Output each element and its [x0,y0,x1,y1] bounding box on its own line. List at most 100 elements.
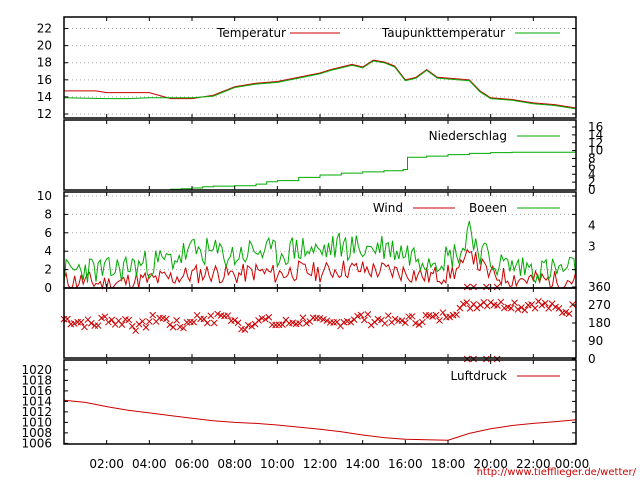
marker-stroke [302,319,310,327]
marker-stroke [234,319,242,327]
y-tick-label: 10 [37,189,52,203]
marker-stroke [528,301,535,308]
wind-direction-marker [381,320,389,327]
wind-direction-marker [497,298,505,306]
wind-direction-marker [190,318,198,326]
marker-stroke [115,317,122,325]
marker-stroke [299,314,307,322]
marker-stroke [166,321,174,329]
marker-stroke [466,305,474,312]
marker-stroke [412,319,419,327]
y-tick-label: 8 [44,207,52,221]
marker-stroke [548,300,556,308]
wind-direction-marker [391,315,399,323]
wind-direction-marker [552,303,559,311]
wind-direction-marker [364,311,372,318]
y-tick-label: 12 [37,107,52,121]
y-tick-label-right: 4 [588,167,596,181]
y-tick-label: 1020 [21,363,52,377]
wind-direction-marker [565,310,573,318]
marker-stroke [565,310,573,318]
wind-direction-marker [163,315,170,323]
marker-stroke [309,314,317,322]
y-tick-label: 1006 [21,436,52,450]
wind-direction-marker [453,311,460,318]
marker-stroke [415,321,423,328]
wind-direction-marker [302,319,310,327]
marker-stroke [268,321,276,329]
wind-direction-marker [241,326,249,333]
marker-stroke [255,317,262,324]
y-tick-label-right: 12 [588,136,603,150]
wind-direction-marker [436,317,443,324]
marker-stroke [425,312,433,319]
marker-stroke [487,299,495,306]
marker-stroke [190,318,198,326]
marker-stroke [105,318,112,326]
marker-stroke [391,315,399,323]
wind-direction-marker [545,305,553,312]
wind-direction-marker [531,304,539,312]
marker-stroke [381,320,389,327]
wind-direction-marker [77,318,85,326]
x-tick-label: 06:00 [175,457,210,471]
marker-stroke [224,312,232,319]
wind-direction-marker [446,313,454,321]
marker-stroke [374,315,382,323]
marker-stroke [173,317,180,324]
marker-stroke [316,314,324,322]
y-tick-label-right: 2 [588,175,596,189]
marker-stroke [518,304,525,311]
marker-stroke [128,322,136,330]
x-tick-label: 10:00 [260,457,295,471]
wind-direction-marker [401,319,409,327]
y-tick-label: 1016 [21,384,52,398]
wind-direction-marker [70,320,78,327]
wind-direction-marker [142,323,150,331]
marker-stroke [77,318,85,326]
wind-direction-marker [432,311,440,319]
y-tick-label-right: 14 [588,128,603,142]
marker-stroke [511,299,518,307]
marker-stroke [401,319,409,327]
marker-stroke [262,315,269,323]
marker-stroke [139,318,146,325]
marker-stroke [463,283,471,291]
marker-stroke [248,322,256,330]
series-line-luftdruck [63,399,577,441]
wind-direction-marker [207,312,215,320]
marker-stroke [429,313,436,320]
marker-stroke [470,283,477,291]
y-tick-label: 2 [44,263,52,277]
wind-direction-marker [98,314,105,322]
marker-stroke [204,319,211,327]
marker-stroke [497,298,505,306]
y-tick-label-right: 10 [588,144,603,158]
marker-stroke [490,301,498,309]
marker-stroke [142,323,150,331]
marker-stroke [180,324,187,332]
wind-direction-marker [81,323,88,331]
wind-direction-marker [412,319,419,327]
wind-direction-marker [541,299,549,307]
marker-stroke [541,299,549,307]
wind-direction-marker [521,306,529,314]
marker-stroke [265,313,273,321]
wind-direction-marker [262,315,269,323]
x-tick-label: 12:00 [303,457,338,471]
wind-direction-marker [323,317,331,325]
marker-stroke [81,323,88,331]
y-tick-label: 20 [37,39,52,53]
wind-direction-marker [180,324,187,332]
marker-stroke [323,317,331,325]
marker-stroke [333,318,341,326]
wind-direction-marker [125,316,133,324]
wind-direction-marker [132,327,140,335]
x-tick-label: 22:00 [516,457,551,471]
marker-stroke [169,323,177,331]
marker-stroke [108,316,116,324]
wind-direction-marker [64,315,71,323]
y-tick-label: 6 [44,226,52,240]
credit-link[interactable]: http://www.tiefflieger.de/wetter/ [477,467,637,478]
